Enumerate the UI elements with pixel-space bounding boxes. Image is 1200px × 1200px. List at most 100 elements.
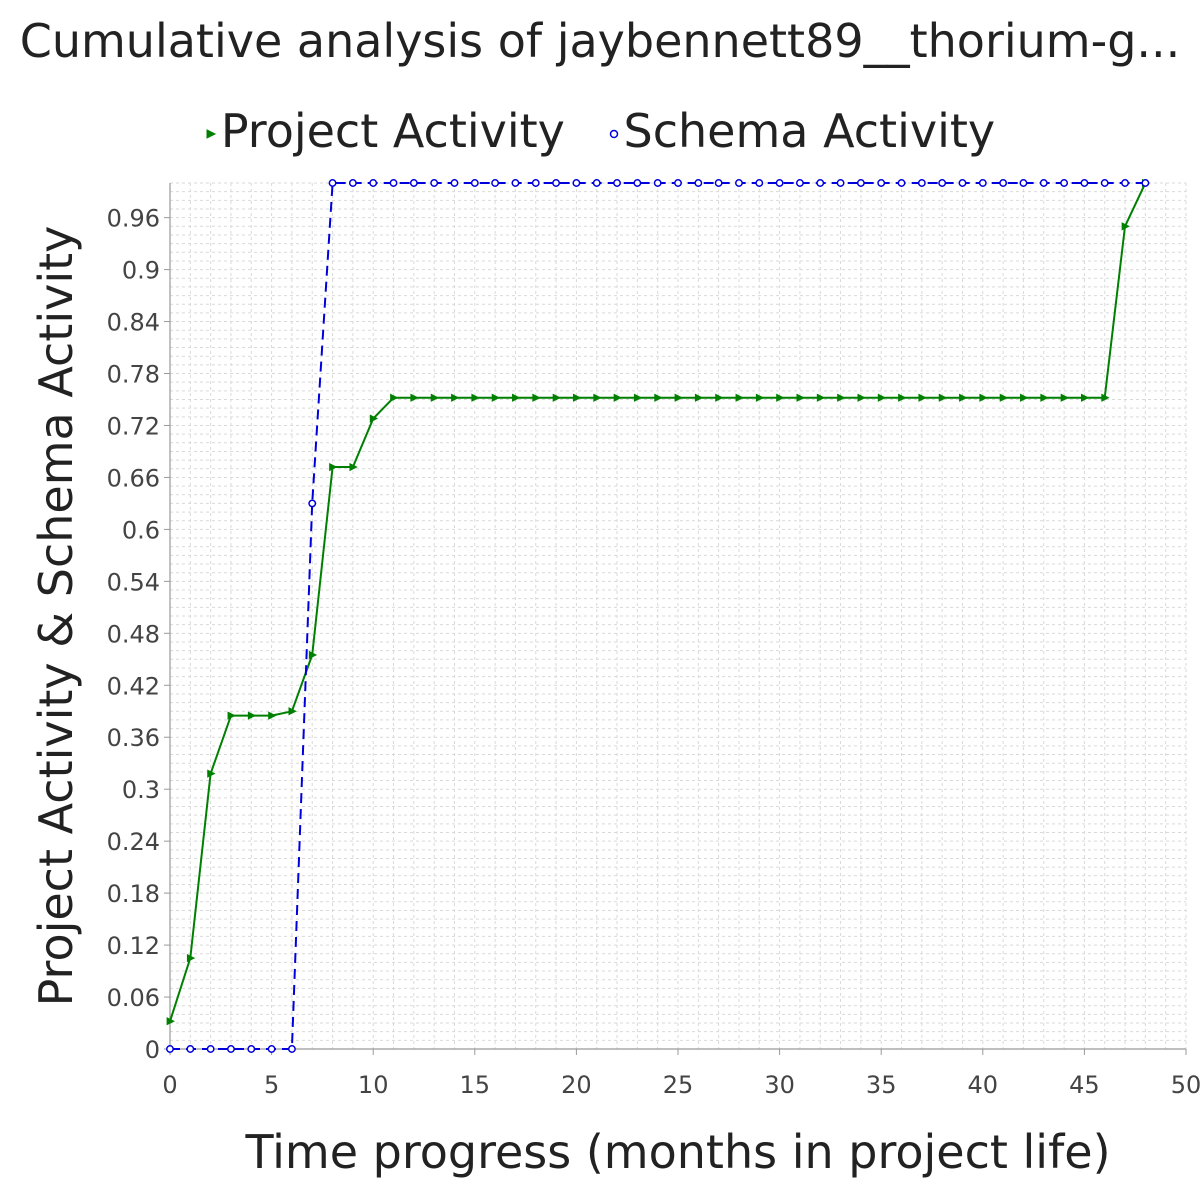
y-axis-ticks: 0 0.06 0.12 0.18 0.24 0.3 0.36 0.42 0.48 0.54 0.6 0… — [107, 205, 170, 1064]
data-point-schema-activity — [836, 179, 845, 187]
data-point-project-activity — [369, 414, 379, 423]
y-tick-label: 0.66 — [107, 464, 160, 492]
data-point-project-activity — [1101, 393, 1110, 402]
y-tick-label: 0.24 — [107, 828, 160, 856]
data-point-project-activity — [735, 393, 744, 402]
legend-label-schema-activity: Schema Activity — [623, 103, 996, 158]
x-tick-label: 45 — [1069, 1071, 1100, 1099]
data-point-schema-activity — [572, 179, 581, 187]
y-tick-label: 0.42 — [107, 672, 160, 700]
data-point-project-activity — [227, 711, 236, 720]
data-point-schema-activity — [328, 179, 337, 187]
data-point-project-activity — [491, 393, 501, 402]
data-point-schema-activity — [1080, 179, 1089, 187]
data-point-schema-activity — [1060, 179, 1069, 187]
data-point-schema-activity — [917, 179, 926, 187]
data-point-schema-activity — [816, 179, 825, 187]
y-tick-label: 0.06 — [107, 984, 160, 1012]
data-point-project-activity — [268, 711, 277, 720]
data-point-schema-activity — [166, 1045, 174, 1053]
data-point-project-activity — [390, 393, 399, 402]
series — [166, 178, 1151, 1053]
data-point-schema-activity — [653, 179, 662, 187]
data-point-schema-activity — [958, 179, 967, 187]
data-point-schema-activity — [206, 1045, 215, 1053]
data-point-project-activity — [999, 393, 1009, 402]
data-point-schema-activity — [613, 179, 621, 187]
data-point-schema-activity — [694, 179, 703, 187]
legend-item-schema-activity[interactable]: Schema Activity — [608, 103, 996, 158]
data-point-project-activity — [837, 393, 846, 402]
series-line-project-activity — [169, 182, 1147, 1022]
legend-item-project-activity[interactable]: Project Activity — [205, 104, 565, 158]
data-point-schema-activity — [308, 499, 317, 508]
data-point-project-activity — [451, 393, 460, 402]
x-tick-label: 50 — [1171, 1071, 1200, 1099]
y-axis-title: Project Activity & Schema Activity — [29, 226, 83, 1007]
x-tick-label: 30 — [764, 1071, 795, 1099]
x-axis-title: Time progress (months in project life) — [244, 1125, 1110, 1179]
y-tick-label: 0.96 — [107, 205, 160, 233]
data-point-schema-activity — [267, 1045, 276, 1053]
data-point-project-activity — [573, 393, 582, 402]
data-point-project-activity — [877, 393, 887, 402]
grid — [169, 182, 1187, 1050]
data-point-project-activity — [288, 707, 297, 716]
x-tick-label: 25 — [663, 1071, 694, 1099]
data-point-project-activity — [796, 393, 805, 402]
data-point-schema-activity — [1121, 179, 1129, 187]
data-point-schema-activity — [735, 179, 743, 187]
data-point-project-activity — [1121, 222, 1130, 231]
data-point-schema-activity — [450, 179, 459, 187]
data-point-project-activity — [329, 462, 338, 472]
data-point-project-activity — [918, 393, 927, 402]
data-point-project-activity — [1060, 393, 1069, 402]
data-point-project-activity — [694, 393, 704, 402]
data-point-schema-activity — [430, 179, 439, 187]
circle-marker-icon — [609, 129, 618, 139]
y-tick-label: 0.9 — [122, 257, 160, 285]
data-point-schema-activity — [531, 179, 540, 187]
data-point-project-activity — [857, 393, 866, 402]
data-point-schema-activity — [999, 179, 1008, 187]
data-point-schema-activity — [552, 179, 561, 187]
data-point-schema-activity — [247, 1045, 256, 1053]
y-tick-label: 0.6 — [122, 516, 160, 544]
legend-label-project-activity: Project Activity — [220, 103, 565, 158]
legend: Project Activity Schema Activity — [0, 100, 1200, 158]
data-point-project-activity — [674, 393, 683, 402]
data-point-project-activity — [959, 393, 968, 402]
x-tick-label: 5 — [264, 1071, 279, 1099]
y-tick-label: 0.12 — [107, 932, 160, 960]
data-point-schema-activity — [348, 179, 357, 187]
data-point-project-activity — [532, 393, 541, 402]
y-tick-label: 0.72 — [107, 412, 160, 440]
data-point-project-activity — [613, 393, 622, 402]
data-point-schema-activity — [795, 179, 804, 187]
data-point-project-activity — [552, 393, 561, 402]
x-tick-label: 35 — [866, 1071, 897, 1099]
data-point-project-activity — [247, 711, 257, 720]
x-tick-label: 15 — [460, 1071, 491, 1099]
data-point-project-activity — [207, 769, 216, 778]
data-point-project-activity — [1020, 393, 1029, 402]
data-point-schema-activity — [389, 179, 398, 187]
data-point-project-activity — [512, 393, 521, 402]
data-point-schema-activity — [674, 179, 682, 187]
x-tick-label: 40 — [968, 1071, 999, 1099]
data-point-project-activity — [166, 1017, 175, 1026]
data-point-project-activity — [471, 393, 480, 402]
data-point-project-activity — [938, 393, 948, 402]
data-point-project-activity — [1081, 393, 1090, 402]
data-point-project-activity — [430, 393, 440, 402]
data-point-project-activity — [593, 393, 602, 402]
data-point-project-activity — [898, 393, 907, 402]
data-point-schema-activity — [775, 179, 784, 187]
data-point-schema-activity — [897, 179, 906, 187]
y-tick-label: 0 — [145, 1036, 160, 1064]
data-point-schema-activity — [856, 179, 865, 187]
data-point-schema-activity — [409, 179, 418, 187]
data-point-schema-activity — [186, 1045, 195, 1053]
data-point-project-activity — [186, 953, 196, 963]
